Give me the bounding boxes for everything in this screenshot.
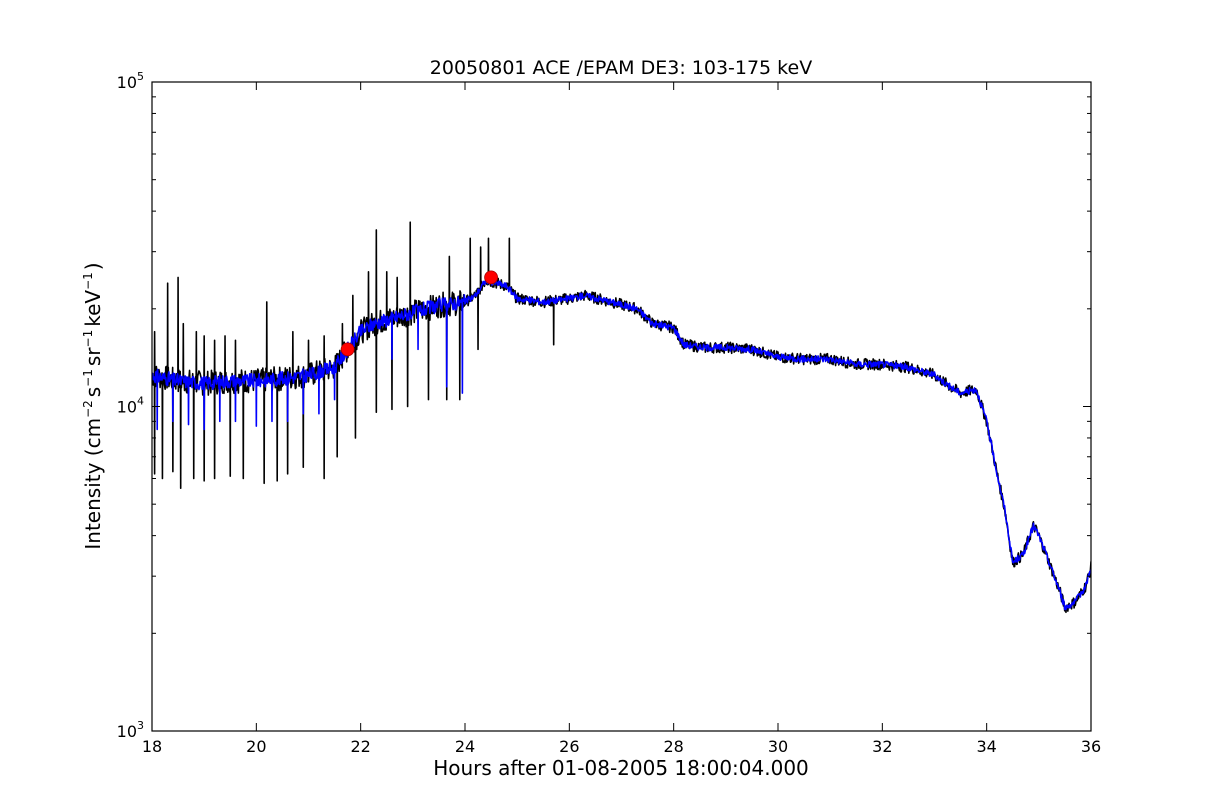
y-label-unit-kev: keV [81,290,105,327]
y-label-sup4: −1 [81,272,95,290]
series-line-smoothed [152,277,1091,611]
x-tick-label: 36 [1081,737,1101,756]
y-tick-exponent: 4 [137,395,144,408]
x-tick-label: 32 [872,737,892,756]
y-tick-label: 103 [117,719,144,741]
x-axis-label: Hours after 01-08-2005 18:00:04.000 [433,756,809,780]
x-tick-label: 28 [663,737,683,756]
y-label-sup1: −2 [81,400,95,418]
y-label-sup3: −1 [81,330,95,348]
x-axis: 18 20 22 24 26 28 30 32 34 36 [142,82,1101,756]
x-tick-label: 20 [246,737,266,756]
y-tick-exponent: 3 [137,719,144,732]
y-label-sup2: −1 [81,369,95,387]
x-tick-label: 24 [455,737,475,756]
y-label-unit-s: s [81,387,105,397]
marker-point [340,342,355,357]
marker-point [484,270,498,285]
y-tick-base: 10 [117,398,137,417]
y-label-prefix: Intensity (cm [81,418,105,550]
y-tick-label: 104 [117,395,144,417]
x-tick-label: 30 [768,737,788,756]
y-label-unit-sr: sr [81,347,105,366]
x-tick-label: 22 [350,737,370,756]
y-label-suffix: ) [81,262,105,270]
x-tick-label: 34 [976,737,996,756]
y-tick-base: 10 [117,73,137,92]
x-tick-label: 26 [559,737,579,756]
x-tick-label: 18 [142,737,162,756]
chart-title: 20050801 ACE /EPAM DE3: 103-175 keV [430,57,812,79]
series-layer [152,221,1091,614]
y-axis-label: Intensity (cm−2s−1sr−1keV−1) [81,262,105,549]
y-tick-base: 10 [117,722,137,741]
y-tick-exponent: 5 [137,70,144,83]
y-tick-label: 105 [117,70,144,92]
